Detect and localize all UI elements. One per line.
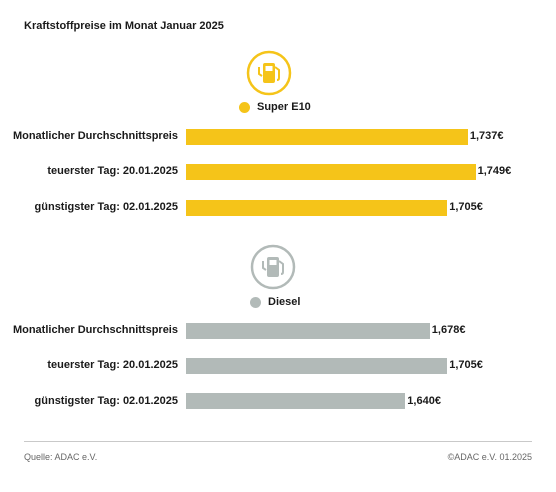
fuel-pump-icon — [250, 244, 296, 290]
bar-super-e10-min — [186, 200, 448, 216]
value-label: 1,678€ — [431, 324, 466, 336]
chart-title: Kraftstoffpreise im Monat Januar 2025 — [24, 20, 224, 32]
value-label: 1,705€ — [449, 359, 483, 371]
value-label: 1,640€ — [407, 395, 441, 407]
source-note: Quelle: ADAC e.V. — [24, 452, 98, 462]
category-label: Monatlicher Durchschnittspreis — [12, 324, 178, 336]
bar-super-e10-average — [186, 129, 468, 145]
value-label: 1,705€ — [449, 201, 483, 213]
bar-diesel-average — [186, 323, 430, 339]
legend-label: Super E10 — [257, 101, 311, 113]
category-label: günstigster Tag: 02.01.2025 — [34, 201, 178, 213]
category-label: günstigster Tag: 02.01.2025 — [34, 395, 178, 407]
legend-swatch — [250, 296, 261, 308]
value-label: 1,737€ — [469, 130, 504, 142]
category-label: Monatlicher Durchschnittspreis — [12, 130, 178, 142]
fuel-pump-icon — [246, 50, 292, 96]
bar-super-e10-max — [186, 164, 476, 180]
copyright-note: ©ADAC e.V. 01.2025 — [447, 452, 532, 462]
legend-swatch — [239, 101, 250, 113]
value-label: 1,749€ — [477, 165, 512, 177]
bar-diesel-max — [186, 358, 448, 374]
legend-label: Diesel — [268, 296, 301, 308]
category-label: teuerster Tag: 20.01.2025 — [47, 165, 178, 177]
category-label: teuerster Tag: 20.01.2025 — [47, 359, 178, 371]
bar-diesel-min — [186, 393, 406, 409]
footer-divider — [24, 441, 532, 442]
legend-diesel: Diesel — [250, 296, 300, 308]
legend-super-e10: Super E10 — [239, 101, 311, 113]
